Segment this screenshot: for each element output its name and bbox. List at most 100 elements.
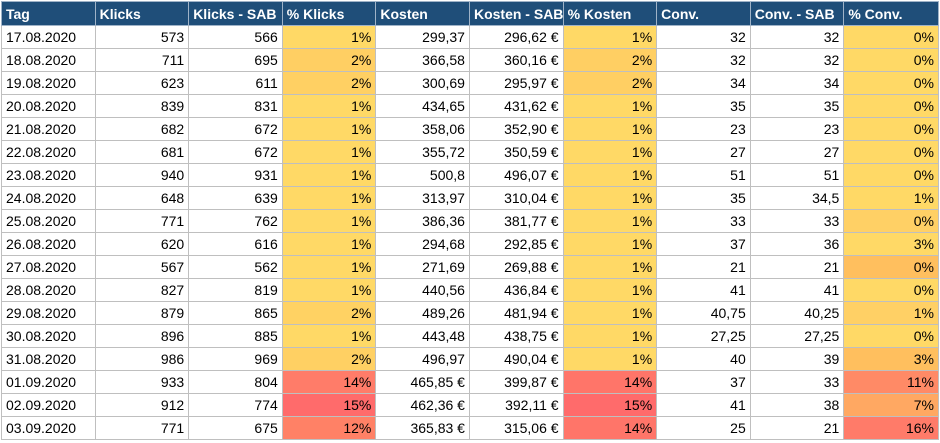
cell-klicks[interactable]: 986 (94, 347, 190, 371)
cell-pct-klicks[interactable]: 2% (281, 48, 377, 72)
cell-kosten-sab[interactable]: 431,62 € (468, 94, 564, 118)
cell-kosten[interactable]: 386,36 (375, 209, 470, 233)
cell-kosten[interactable]: 496,97 (375, 347, 470, 371)
cell-pct-conv[interactable]: 0% (843, 324, 939, 348)
cell-pct-conv[interactable]: 7% (843, 393, 939, 417)
cell-kosten[interactable]: 355,72 (375, 140, 470, 164)
cell-conv[interactable]: 40,75 (656, 301, 751, 325)
cell-pct-conv[interactable]: 1% (843, 301, 939, 325)
cell-pct-conv[interactable]: 0% (843, 117, 939, 141)
cell-pct-klicks[interactable]: 14% (281, 370, 377, 394)
cell-kosten[interactable]: 294,68 (375, 232, 470, 256)
cell-tag[interactable]: 01.09.2020 (1, 370, 96, 394)
cell-tag[interactable]: 26.08.2020 (1, 232, 96, 256)
cell-conv[interactable]: 32 (656, 48, 751, 72)
cell-conv-sab[interactable]: 27,25 (749, 324, 845, 348)
cell-pct-conv[interactable]: 0% (843, 209, 939, 233)
cell-tag[interactable]: 28.08.2020 (1, 278, 96, 302)
cell-pct-klicks[interactable]: 1% (281, 278, 377, 302)
cell-conv[interactable]: 27 (656, 140, 751, 164)
cell-klicks[interactable]: 896 (94, 324, 190, 348)
cell-kosten-sab[interactable]: 350,59 € (468, 140, 564, 164)
cell-conv[interactable]: 34 (656, 71, 751, 95)
cell-klicks[interactable]: 771 (94, 209, 190, 233)
cell-klicks[interactable]: 573 (94, 25, 190, 49)
cell-conv-sab[interactable]: 23 (749, 117, 845, 141)
cell-tag[interactable]: 02.09.2020 (1, 393, 96, 417)
cell-pct-klicks[interactable]: 2% (281, 347, 377, 371)
cell-tag[interactable]: 31.08.2020 (1, 347, 96, 371)
cell-conv[interactable]: 40 (656, 347, 751, 371)
cell-tag[interactable]: 30.08.2020 (1, 324, 96, 348)
cell-klicks-sab[interactable]: 672 (188, 117, 283, 141)
cell-kosten-sab[interactable]: 496,07 € (468, 163, 564, 187)
header-pct-klicks[interactable]: % Klicks (281, 1, 377, 26)
cell-pct-klicks[interactable]: 1% (281, 186, 377, 210)
cell-pct-klicks[interactable]: 1% (281, 209, 377, 233)
cell-klicks-sab[interactable]: 695 (188, 48, 283, 72)
header-kosten[interactable]: Kosten (375, 1, 470, 26)
cell-kosten[interactable]: 462,36 € (375, 393, 470, 417)
cell-klicks-sab[interactable]: 675 (188, 416, 283, 440)
cell-pct-conv[interactable]: 0% (843, 48, 939, 72)
cell-pct-klicks[interactable]: 15% (281, 393, 377, 417)
cell-tag[interactable]: 19.08.2020 (1, 71, 96, 95)
cell-tag[interactable]: 24.08.2020 (1, 186, 96, 210)
cell-klicks-sab[interactable]: 819 (188, 278, 283, 302)
cell-klicks-sab[interactable]: 562 (188, 255, 283, 279)
cell-pct-kosten[interactable]: 1% (562, 94, 658, 118)
cell-pct-klicks[interactable]: 1% (281, 232, 377, 256)
cell-kosten-sab[interactable]: 310,04 € (468, 186, 564, 210)
cell-pct-klicks[interactable]: 1% (281, 324, 377, 348)
cell-pct-kosten[interactable]: 1% (562, 232, 658, 256)
cell-kosten[interactable]: 271,69 (375, 255, 470, 279)
header-klicks[interactable]: Klicks (94, 1, 190, 26)
cell-conv-sab[interactable]: 32 (749, 48, 845, 72)
cell-pct-klicks[interactable]: 1% (281, 163, 377, 187)
cell-pct-klicks[interactable]: 1% (281, 255, 377, 279)
cell-kosten-sab[interactable]: 269,88 € (468, 255, 564, 279)
cell-pct-conv[interactable]: 3% (843, 232, 939, 256)
header-conv-sab[interactable]: Conv. - SAB (749, 1, 845, 26)
cell-kosten-sab[interactable]: 352,90 € (468, 117, 564, 141)
cell-kosten-sab[interactable]: 438,75 € (468, 324, 564, 348)
cell-kosten-sab[interactable]: 381,77 € (468, 209, 564, 233)
cell-pct-conv[interactable]: 1% (843, 186, 939, 210)
cell-pct-klicks[interactable]: 12% (281, 416, 377, 440)
cell-pct-kosten[interactable]: 1% (562, 278, 658, 302)
cell-klicks[interactable]: 711 (94, 48, 190, 72)
cell-klicks-sab[interactable]: 931 (188, 163, 283, 187)
cell-tag[interactable]: 03.09.2020 (1, 416, 96, 440)
cell-conv[interactable]: 32 (656, 25, 751, 49)
cell-pct-klicks[interactable]: 1% (281, 117, 377, 141)
cell-conv-sab[interactable]: 34 (749, 71, 845, 95)
cell-pct-klicks[interactable]: 2% (281, 301, 377, 325)
cell-conv-sab[interactable]: 39 (749, 347, 845, 371)
header-pct-conv[interactable]: % Conv. (843, 1, 939, 26)
cell-conv[interactable]: 35 (656, 94, 751, 118)
cell-pct-conv[interactable]: 3% (843, 347, 939, 371)
cell-kosten-sab[interactable]: 315,06 € (468, 416, 564, 440)
header-pct-kosten[interactable]: % Kosten (562, 1, 658, 26)
cell-conv[interactable]: 27,25 (656, 324, 751, 348)
cell-pct-kosten[interactable]: 15% (562, 393, 658, 417)
cell-klicks-sab[interactable]: 804 (188, 370, 283, 394)
cell-pct-kosten[interactable]: 2% (562, 48, 658, 72)
cell-pct-conv[interactable]: 0% (843, 140, 939, 164)
cell-klicks-sab[interactable]: 672 (188, 140, 283, 164)
cell-klicks[interactable]: 940 (94, 163, 190, 187)
cell-kosten[interactable]: 443,48 (375, 324, 470, 348)
cell-pct-conv[interactable]: 0% (843, 94, 939, 118)
cell-klicks-sab[interactable]: 969 (188, 347, 283, 371)
cell-pct-kosten[interactable]: 1% (562, 117, 658, 141)
cell-pct-conv[interactable]: 0% (843, 163, 939, 187)
cell-kosten[interactable]: 358,06 (375, 117, 470, 141)
cell-kosten-sab[interactable]: 295,97 € (468, 71, 564, 95)
cell-pct-kosten[interactable]: 14% (562, 370, 658, 394)
cell-klicks-sab[interactable]: 774 (188, 393, 283, 417)
cell-klicks[interactable]: 681 (94, 140, 190, 164)
cell-klicks-sab[interactable]: 566 (188, 25, 283, 49)
cell-klicks-sab[interactable]: 611 (188, 71, 283, 95)
cell-kosten-sab[interactable]: 392,11 € (468, 393, 564, 417)
cell-conv[interactable]: 37 (656, 370, 751, 394)
